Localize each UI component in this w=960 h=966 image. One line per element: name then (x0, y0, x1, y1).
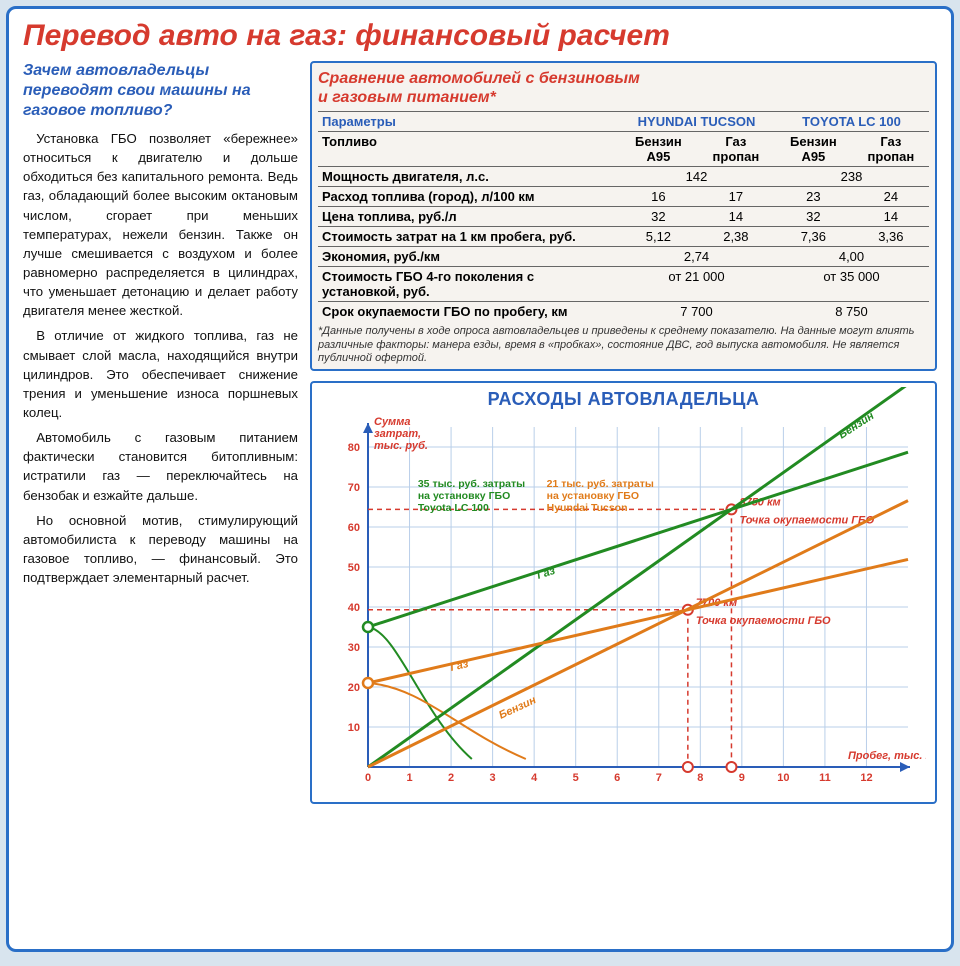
svg-text:60: 60 (348, 522, 360, 534)
svg-text:Бензин: Бензин (837, 410, 877, 442)
svg-text:на установку ГБО: на установку ГБО (547, 490, 639, 502)
svg-text:тыс. руб.: тыс. руб. (374, 440, 428, 452)
svg-text:Пробег, тыс. км: Пробег, тыс. км (848, 750, 926, 762)
table-row: Цена топлива, руб./л 32 14 32 14 (318, 207, 929, 227)
svg-text:11: 11 (819, 772, 831, 784)
svg-text:5: 5 (573, 772, 579, 784)
body-text: Установка ГБО позволяет «бережнее» относ… (23, 129, 298, 587)
page: Перевод авто на газ: финансовый расчет З… (6, 6, 954, 952)
table-footnote: *Данные получены в ходе опроса автовладе… (318, 325, 929, 365)
svg-text:Сумма: Сумма (374, 416, 410, 428)
row-param: Срок окупаемости ГБО по пробегу, км (318, 302, 619, 322)
svg-text:21 тыс. руб. затраты: 21 тыс. руб. затраты (547, 478, 654, 490)
table-row: Экономия, руб./км 2,74 4,00 (318, 247, 929, 267)
svg-text:1: 1 (406, 772, 412, 784)
row-param: Мощность двигателя, л.с. (318, 167, 619, 187)
svg-text:50: 50 (348, 562, 360, 574)
svg-text:35 тыс. руб. затраты: 35 тыс. руб. затраты (418, 478, 525, 490)
paragraph: Автомобиль с газовым питанием фактически… (23, 428, 298, 505)
svg-text:9: 9 (739, 772, 745, 784)
svg-text:на установку ГБО: на установку ГБО (418, 490, 510, 502)
table-row: Топливо Бензин А95 Газ пропан Бензин А95… (318, 132, 929, 167)
page-title: Перевод авто на газ: финансовый расчет (23, 19, 937, 53)
table-row: Мощность двигателя, л.с. 142 238 (318, 167, 929, 187)
svg-text:8: 8 (697, 772, 703, 784)
subheading: Зачем автовладельцы переводят свои машин… (23, 61, 298, 121)
table-row: Срок окупаемости ГБО по пробегу, км 7 70… (318, 302, 929, 322)
svg-text:6: 6 (614, 772, 620, 784)
svg-text:4: 4 (531, 772, 538, 784)
right-column: Сравнение автомобилей с бензиновым и газ… (310, 61, 937, 804)
paragraph: Но основной мотив, стимулирующий автомоб… (23, 511, 298, 588)
svg-text:Бензин: Бензин (497, 694, 538, 722)
svg-text:10: 10 (348, 722, 360, 734)
table-title: Сравнение автомобилей с бензиновым и газ… (318, 69, 929, 107)
svg-text:20: 20 (348, 682, 360, 694)
svg-text:затрат,: затрат, (374, 428, 421, 440)
row-param: Стоимость ГБО 4-го поколения с установко… (318, 267, 619, 302)
svg-text:0: 0 (365, 772, 371, 784)
svg-text:10: 10 (777, 772, 789, 784)
paragraph: Установка ГБО позволяет «бережнее» относ… (23, 129, 298, 320)
table-header-row: Параметры HYUNDAI TUCSON TOYOTA LC 100 (318, 112, 929, 132)
svg-text:70: 70 (348, 482, 360, 494)
svg-text:40: 40 (348, 602, 360, 614)
svg-text:7: 7 (656, 772, 662, 784)
row-param: Расход топлива (город), л/100 км (318, 187, 619, 207)
table-row: Стоимость ГБО 4-го поколения с установко… (318, 267, 929, 302)
chart-box: РАСХОДЫ АВТОВЛАДЕЛЬЦА 012345678910111210… (310, 381, 937, 804)
svg-text:80: 80 (348, 442, 360, 454)
expenses-chart: 01234567891011121020304050607080Пробег, … (318, 387, 926, 801)
svg-text:Газ: Газ (449, 658, 470, 674)
svg-text:3: 3 (490, 772, 496, 784)
svg-text:Точка окупаемости ГБО: Точка окупаемости ГБО (696, 615, 831, 627)
svg-text:Hyundai Tucson: Hyundai Tucson (547, 502, 628, 514)
comparison-table: Параметры HYUNDAI TUCSON TOYOTA LC 100 Т… (318, 111, 929, 321)
param-header: Параметры (318, 112, 619, 132)
comparison-table-box: Сравнение автомобилей с бензиновым и газ… (310, 61, 937, 371)
row-param: Топливо (318, 132, 619, 167)
row-param: Стоимость затрат на 1 км пробега, руб. (318, 227, 619, 247)
svg-text:2: 2 (448, 772, 454, 784)
car2-header: TOYOTA LC 100 (774, 112, 929, 132)
row-param: Экономия, руб./км (318, 247, 619, 267)
table-row: Стоимость затрат на 1 км пробега, руб. 5… (318, 227, 929, 247)
table-row: Расход топлива (город), л/100 км 16 17 2… (318, 187, 929, 207)
row-param: Цена топлива, руб./л (318, 207, 619, 227)
left-column: Зачем автовладельцы переводят свои машин… (23, 61, 298, 804)
svg-text:12: 12 (860, 772, 872, 784)
paragraph: В отличие от жидкого топлива, газ не смы… (23, 326, 298, 422)
svg-text:Точка окупаемости ГБО: Точка окупаемости ГБО (739, 514, 874, 526)
svg-text:30: 30 (348, 642, 360, 654)
svg-text:Toyota LC 100: Toyota LC 100 (418, 502, 489, 514)
columns: Зачем автовладельцы переводят свои машин… (23, 61, 937, 804)
car1-header: HYUNDAI TUCSON (619, 112, 774, 132)
